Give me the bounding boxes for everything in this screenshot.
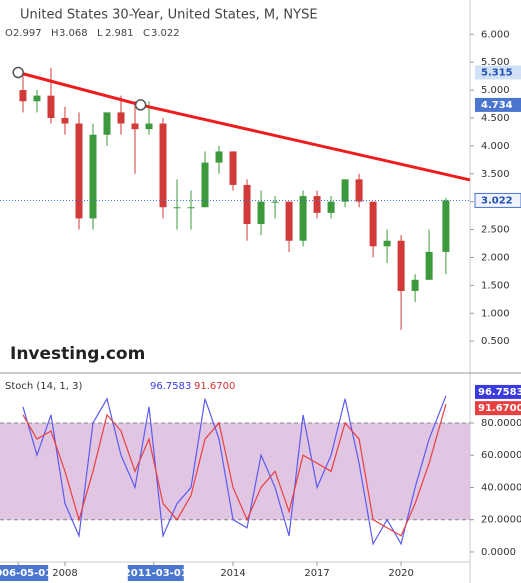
candle-body	[131, 123, 139, 130]
y-tick-label: 2.000	[481, 252, 510, 263]
candle-body	[327, 201, 335, 213]
watermark: Investing.com	[10, 344, 145, 364]
last-price-box	[474, 192, 521, 208]
x-tick-label: 2008	[52, 568, 77, 579]
band	[0, 422, 470, 520]
candle-body	[369, 201, 377, 247]
candle-body	[442, 200, 450, 252]
y-tick-label: 1.000	[481, 308, 510, 319]
candle-body	[271, 201, 279, 203]
stoch-value-box	[475, 384, 521, 399]
y-tick-label: 0.500	[481, 336, 510, 347]
x-tick-box	[0, 565, 49, 581]
candle-body	[313, 196, 321, 213]
candle-body	[243, 184, 251, 224]
stoch-value-label: 91.6700	[478, 403, 521, 414]
candle-body	[411, 279, 419, 291]
candle-body	[19, 90, 27, 102]
y-tick-label: 6.000	[481, 29, 510, 40]
candle-body	[285, 201, 293, 241]
candle-body	[117, 112, 125, 124]
ohlc-key: O	[5, 28, 13, 39]
candle-body	[257, 201, 265, 224]
candle-body	[103, 112, 111, 135]
trend-value-label: 4.734	[481, 100, 513, 111]
trend-value-box	[475, 65, 521, 80]
candle-body	[397, 240, 405, 291]
candle-body	[75, 123, 83, 219]
candle-body	[159, 123, 167, 208]
candle-body	[145, 123, 153, 130]
y-tick-label: 4.500	[481, 113, 510, 124]
x-tick-label: 2017	[304, 568, 329, 579]
ohlc-value: 2.997	[13, 28, 42, 39]
candle-body	[425, 251, 433, 280]
ohlc-key: H	[51, 28, 59, 39]
last-price-label: 3.022	[481, 195, 513, 206]
ohlc-value: 3.022	[151, 28, 180, 39]
candle-body	[341, 179, 349, 202]
y-tick-label: 5.500	[481, 57, 510, 68]
candle-body	[215, 151, 223, 163]
stoch-k-value: 96.7583	[150, 381, 191, 392]
x-tick-label: 2020	[388, 568, 413, 579]
candle-body	[187, 207, 195, 209]
y-tick-label: 0.0000	[481, 547, 516, 558]
candle-body	[173, 207, 181, 209]
y-tick-label: 80.0000	[481, 418, 521, 429]
candle-body	[33, 95, 41, 102]
y-tick-label: 5.000	[481, 85, 510, 96]
candle-body	[61, 117, 69, 124]
stoch-d-value: 91.6700	[194, 381, 235, 392]
y-tick-label: 4.000	[481, 141, 510, 152]
y-tick-label: 1.500	[481, 280, 510, 291]
stoch-value-label: 96.7583	[478, 387, 521, 398]
y-tick-label: 20.0000	[481, 515, 521, 526]
ohlc-key: L	[97, 28, 103, 39]
candle-body	[299, 196, 307, 241]
candle-body	[383, 240, 391, 247]
candle-body	[355, 179, 363, 202]
ohlc-value: 3.068	[59, 28, 88, 39]
stoch-line	[22, 403, 447, 537]
y-tick-label: 3.500	[481, 169, 510, 180]
x-tick-label: 2006-05-01	[0, 568, 52, 579]
candle-body	[47, 95, 55, 118]
ohlc-value: 2.981	[105, 28, 134, 39]
x-tick-label: 2014	[220, 568, 245, 579]
trend-anchor	[134, 99, 147, 111]
y-tick-label: 60.0000	[481, 450, 521, 461]
trend-value-label: 5.315	[481, 67, 513, 78]
stoch-title: Stoch (14, 1, 3)	[5, 381, 82, 392]
candle-body	[201, 162, 209, 208]
candle-body	[229, 151, 237, 185]
candle-body	[89, 134, 97, 219]
trend-value-box	[475, 97, 521, 112]
stoch-line	[22, 395, 447, 546]
ohlc-key: C	[143, 28, 150, 39]
trend-anchor	[12, 66, 24, 79]
x-tick-box	[127, 565, 184, 581]
y-tick-label: 40.0000	[481, 482, 521, 493]
x-tick-label: 2011-03-01	[124, 568, 188, 579]
stoch-value-box	[475, 401, 521, 416]
chart-title: United States 30-Year, United States, M,…	[20, 8, 318, 23]
y-tick-label: 2.500	[481, 225, 510, 236]
